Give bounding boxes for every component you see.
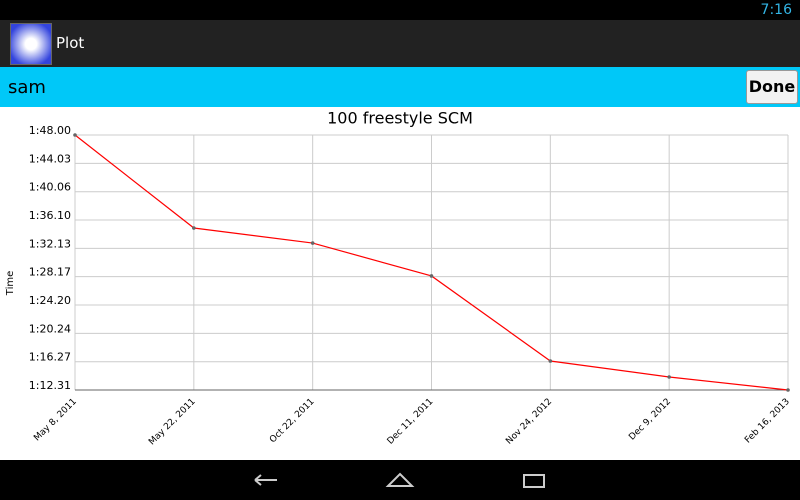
y-tick-label: 1:32.13 — [29, 237, 71, 250]
chart-title: 100 freestyle SCM — [327, 109, 473, 128]
data-point — [429, 274, 434, 278]
x-tick-label: Dec 11, 2011 — [386, 397, 436, 447]
app-icon[interactable] — [10, 23, 52, 65]
screen-title: Plot — [56, 34, 85, 52]
y-tick-label: 1:12.31 — [29, 379, 71, 392]
action-bar: Plot — [0, 20, 800, 67]
back-button[interactable] — [254, 474, 277, 486]
data-point — [192, 226, 196, 230]
y-tick-label: 1:44.03 — [29, 152, 71, 165]
x-tick-label: Oct 22, 2011 — [268, 397, 316, 445]
chart: 100 freestyle SCM Time 1:12.31 1:16.27 1:2… — [0, 107, 800, 460]
y-tick-label: 1:24.20 — [29, 294, 71, 307]
x-tick-label: Feb 16, 2013 — [743, 397, 792, 446]
data-point — [786, 388, 790, 392]
x-tick-label: Dec 9, 2012 — [627, 397, 673, 443]
y-tick-label: 1:36.10 — [29, 209, 71, 222]
data-point — [310, 241, 315, 245]
clock: 7:16 — [760, 2, 792, 18]
data-point — [667, 375, 671, 379]
x-tick-label: May 8, 2011 — [32, 397, 79, 444]
y-tick-label: 1:16.27 — [29, 351, 71, 364]
y-axis-label: Time — [5, 271, 16, 296]
input-bar: sam Done — [0, 67, 800, 107]
y-tick-label: 1:40.06 — [29, 181, 71, 194]
y-tick-label: 1:20.24 — [29, 322, 71, 335]
data-point — [548, 359, 553, 363]
name-field[interactable]: sam — [8, 77, 46, 98]
home-button[interactable] — [385, 472, 415, 487]
nav-bar — [0, 460, 800, 500]
done-button[interactable]: Done — [746, 70, 798, 104]
status-bar: 7:16 — [0, 0, 800, 20]
x-tick-label: May 22, 2011 — [147, 397, 198, 448]
data-point — [73, 133, 77, 137]
y-tick-label: 1:48.00 — [29, 124, 71, 137]
y-tick-label: 1:28.17 — [29, 266, 71, 279]
x-tick-label: Nov 24, 2012 — [504, 397, 554, 447]
recents-button[interactable] — [523, 474, 545, 488]
